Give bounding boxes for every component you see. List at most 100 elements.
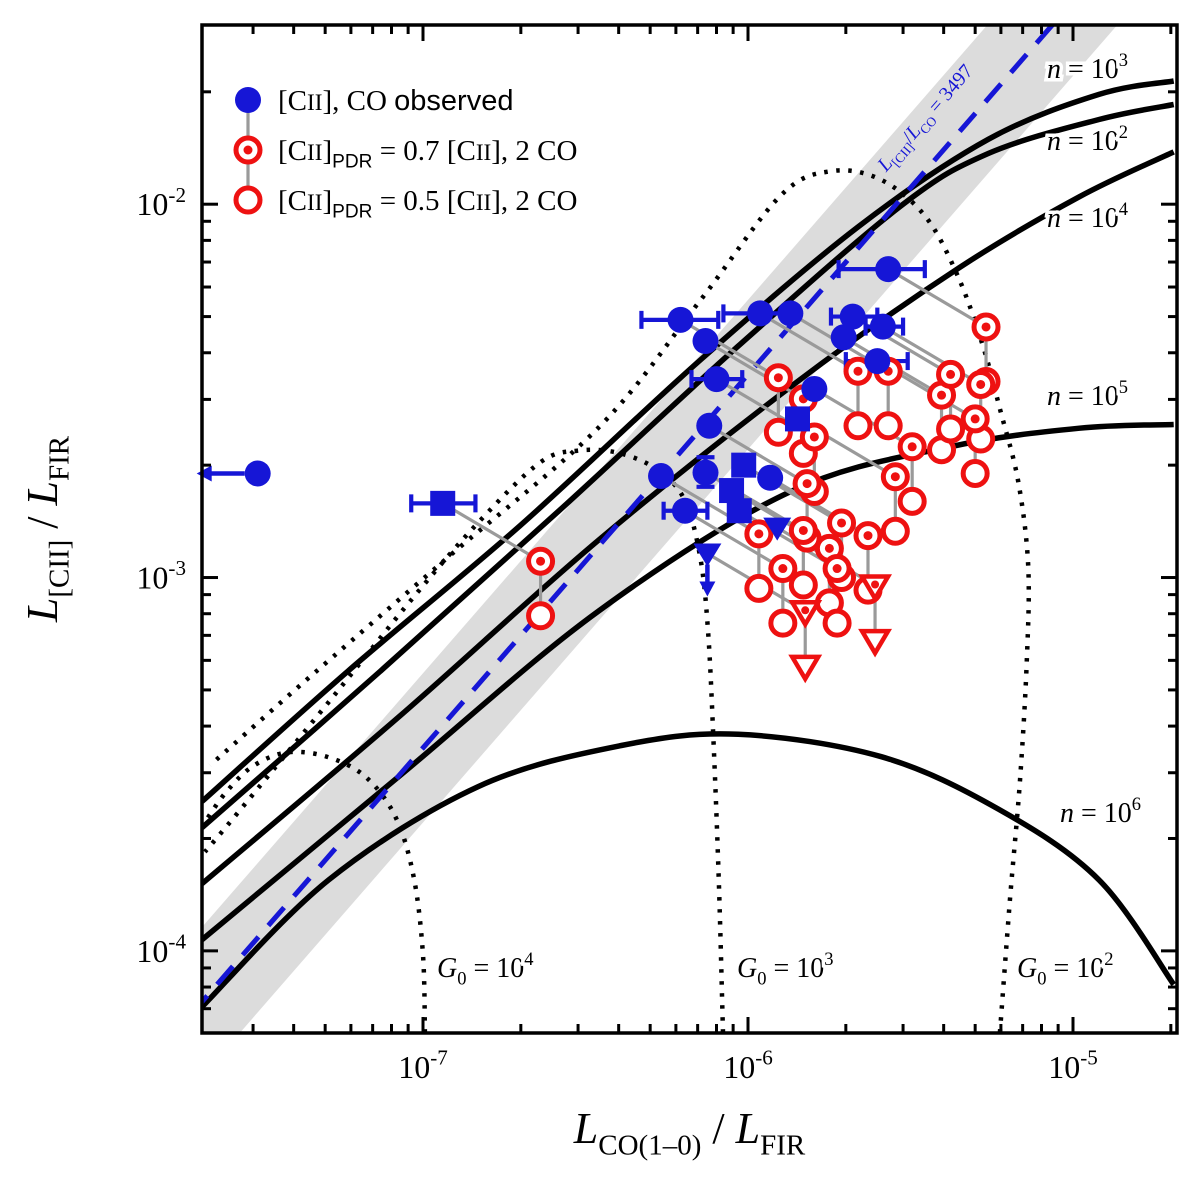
center-dot	[536, 556, 546, 566]
connector-blue-to-07	[660, 474, 760, 536]
data-point-pdr07	[763, 363, 793, 393]
data-point-pdr05	[880, 516, 910, 546]
data-point-pdr07	[822, 554, 852, 584]
data-point-observed	[757, 464, 784, 491]
circle-marker	[873, 411, 903, 441]
data-point-pdr05	[858, 628, 892, 658]
circle-marker	[936, 414, 966, 444]
density-label-3: n = 105	[1047, 378, 1128, 412]
density-contour-0	[202, 78, 1175, 804]
g0-label-0: G0 = 104	[437, 950, 534, 989]
circle-marker	[777, 300, 804, 327]
data-point-pdr07	[960, 404, 990, 434]
circle-marker	[788, 570, 818, 600]
data-point-observed	[696, 412, 723, 439]
data-point-pdr05	[788, 654, 823, 684]
circle-marker	[526, 601, 556, 631]
data-point-observed	[430, 490, 456, 516]
center-dot	[773, 373, 783, 383]
data-point-pdr05	[526, 601, 556, 631]
legend-item-label: [CII]PDR = 0.5 [CII], 2 CO	[278, 185, 577, 223]
x-axis-title: LCO(1–0) / LFIR	[573, 1104, 806, 1161]
triangle-down-marker	[788, 654, 823, 684]
circle-marker	[880, 516, 910, 546]
square-marker	[731, 452, 757, 478]
data-point-observed	[784, 406, 810, 432]
circle-marker	[830, 324, 857, 351]
density-label-0: n = 103	[1047, 51, 1128, 85]
connector-blue-to-07	[679, 318, 780, 380]
circle-marker	[696, 412, 723, 439]
upper-limit-arrow-head	[699, 581, 716, 597]
density-contour-3	[202, 421, 1174, 942]
legend-item-label: [CII]PDR = 0.7 [CII], 2 CO	[278, 135, 577, 173]
y-axis-title: L[CII] / LFIR	[18, 435, 75, 623]
data-point-observed	[693, 543, 722, 567]
circle-marker	[244, 460, 271, 487]
data-point-pdr05	[788, 570, 818, 600]
center-dot	[907, 442, 917, 452]
data-point-pdr05	[843, 411, 873, 441]
data-point-observed	[672, 497, 699, 524]
g0-label-1: G0 = 103	[737, 950, 834, 989]
y-tick-label: 10-3	[136, 556, 186, 595]
density-contour-1	[202, 101, 1175, 830]
data-point-observed	[830, 324, 857, 351]
center-dot	[976, 379, 986, 389]
triangle-down-marker	[763, 517, 792, 541]
circle-marker	[869, 313, 896, 340]
circle-marker	[747, 300, 774, 327]
center-dot	[890, 472, 900, 482]
circle-marker	[648, 463, 675, 490]
circle-marker	[672, 497, 699, 524]
data-point-observed	[667, 306, 694, 333]
plot-area	[202, 25, 1176, 1033]
y-tick-label: 10-4	[136, 929, 186, 968]
connector-blue-to-07	[441, 501, 542, 563]
data-point-pdr07	[744, 519, 774, 549]
circle-marker	[839, 303, 866, 330]
connector-blue-to-07	[708, 424, 808, 485]
square-marker	[430, 490, 456, 516]
density-contour-2	[202, 149, 1175, 886]
axes: 10-7 10-6 10-5 10-2 10-3 10-4 LCO(1–0) / LFIR L…	[18, 23, 1179, 1161]
data-point-observed	[244, 460, 271, 487]
legend: [CII], CO observed [CII]PDR = 0.7 [CII], …	[233, 85, 577, 223]
center-dot	[837, 518, 847, 528]
data-point-pdr05	[763, 417, 793, 447]
circle-marker	[667, 306, 694, 333]
g0-contour-2	[208, 168, 1032, 1033]
data-point-pdr07	[858, 574, 892, 603]
ratio-dashed-line	[202, 25, 1055, 1006]
legend-marker-pdr05	[233, 185, 263, 215]
data-point-observed	[869, 313, 896, 340]
data-point-observed	[692, 328, 719, 355]
circle-marker	[843, 411, 873, 441]
data-point-pdr05	[768, 608, 798, 638]
data-point-observed	[864, 348, 891, 375]
g0-label-2: G0 = 102	[1017, 950, 1114, 989]
data-point-pdr07	[827, 508, 857, 538]
data-point-observed	[763, 517, 792, 541]
circle-marker	[692, 328, 719, 355]
center-dot	[809, 432, 819, 442]
center-dot	[754, 529, 764, 539]
center-dot	[937, 390, 947, 400]
data-point-observed	[726, 498, 752, 524]
legend-marker-pdr07	[233, 135, 263, 165]
data-point-pdr05	[936, 414, 966, 444]
data-point-pdr07	[936, 359, 966, 389]
center-dot	[946, 369, 956, 379]
data-point-observed	[648, 463, 675, 490]
density-label-4: n = 106	[1060, 795, 1141, 829]
data-point-pdr05	[960, 458, 990, 488]
data-point-observed	[747, 300, 774, 327]
circle-marker	[763, 417, 793, 447]
data-point-pdr05	[822, 608, 852, 638]
plot-frame	[200, 23, 1179, 1035]
data-point-pdr07	[971, 312, 1001, 342]
circle-marker	[233, 185, 263, 215]
data-point-pdr07	[526, 546, 556, 576]
x-tick-label: 10-6	[723, 1046, 773, 1085]
triangle-down-marker	[858, 628, 892, 658]
